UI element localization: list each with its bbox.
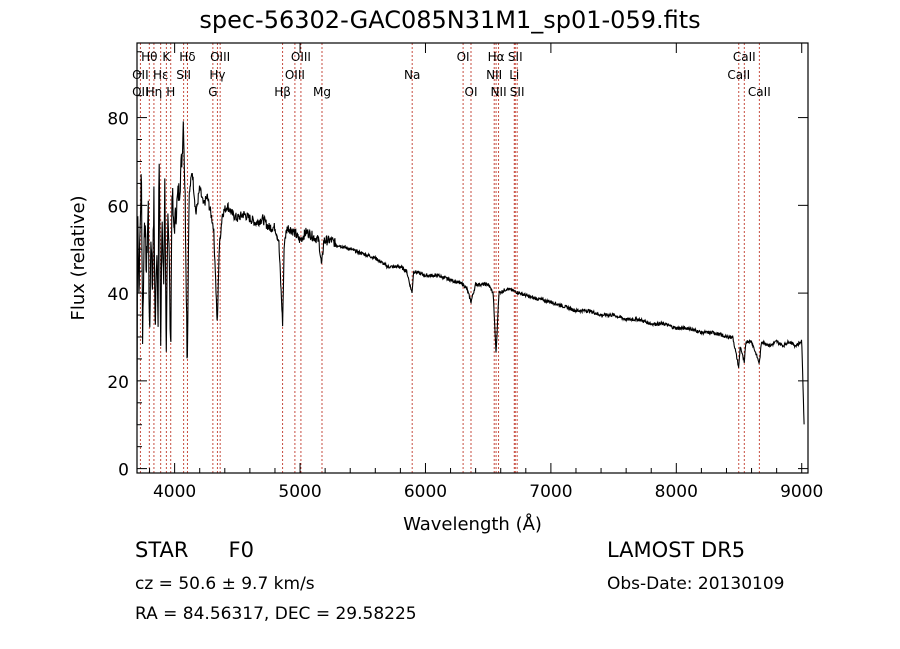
line-label-hγ: Hγ <box>209 68 225 82</box>
x-tick-label: 9000 <box>780 482 823 502</box>
line-label-caii: CaII <box>727 68 750 82</box>
line-label-oi: OI <box>457 50 470 64</box>
line-label-li: Li <box>509 68 519 82</box>
y-tick-label: 40 <box>107 285 129 305</box>
spectral-line-labels: OII OII Hθ Hη Hε K H Hδ SII OIII Hγ G Hβ OIII OIII Mg Na… <box>132 50 771 99</box>
x-tick-label: 5000 <box>278 482 321 502</box>
subclass-label: F0 <box>228 538 254 562</box>
x-tick-label: 6000 <box>404 482 447 502</box>
line-label-nii: NII <box>486 68 502 82</box>
spectral-class: STAR F0 <box>135 538 254 562</box>
x-tick-label: 8000 <box>655 482 698 502</box>
line-label-oii: OII <box>132 68 149 82</box>
class-label: STAR <box>135 538 189 562</box>
coordinates-text: RA = 84.56317, DEC = 29.58225 <box>135 604 417 624</box>
line-label-sii: SII <box>508 50 523 64</box>
line-label-hδ: Hδ <box>179 50 195 64</box>
y-tick-label: 0 <box>118 461 129 481</box>
chart-title: spec-56302-GAC085N31M1_sp01-059.fits <box>199 6 701 34</box>
y-tick-label: 80 <box>107 110 129 130</box>
line-label-hε: Hε <box>153 68 169 82</box>
line-label-oii: OII <box>132 85 149 99</box>
x-tick-label: 4000 <box>153 482 196 502</box>
line-label-mg: Mg <box>313 85 331 99</box>
line-label-g: G <box>208 85 217 99</box>
line-label-hα: Hα <box>488 50 505 64</box>
line-label-hβ: Hβ <box>274 85 291 99</box>
line-label-sii: SII <box>510 85 525 99</box>
spectral-line-markers <box>139 43 760 473</box>
y-axis: 0 20 40 60 80 <box>107 51 808 481</box>
plot-frame <box>136 42 809 474</box>
line-label-hθ: Hθ <box>141 50 157 64</box>
obs-date-label: Obs-Date: 20130109 <box>607 574 785 594</box>
line-label-caii: CaII <box>733 50 756 64</box>
redshift-text: cz = 50.6 ± 9.7 km/s <box>135 574 315 594</box>
survey-label: LAMOST DR5 <box>607 538 746 562</box>
line-label-sii: SII <box>176 68 191 82</box>
x-axis-label: Wavelength (Å) <box>403 513 542 535</box>
line-label-oiii: OIII <box>291 50 311 64</box>
y-tick-label: 20 <box>107 373 129 393</box>
y-tick-label: 60 <box>107 197 129 217</box>
line-label-h: H <box>166 85 175 99</box>
line-label-nii: NII <box>491 85 507 99</box>
x-tick-label: 7000 <box>529 482 572 502</box>
line-label-oiii: OIII <box>210 50 230 64</box>
line-label-caii: CaII <box>748 85 771 99</box>
x-axis: 4000 5000 6000 7000 8000 9000 <box>149 43 823 502</box>
line-label-k: K <box>162 50 171 64</box>
line-label-oiii: OIII <box>285 68 305 82</box>
y-axis-label: Flux (relative) <box>68 195 89 320</box>
line-label-na: Na <box>404 68 420 82</box>
spectrum-line <box>136 121 805 426</box>
line-label-oi: OI <box>465 85 478 99</box>
line-label-hη: Hη <box>146 85 163 99</box>
